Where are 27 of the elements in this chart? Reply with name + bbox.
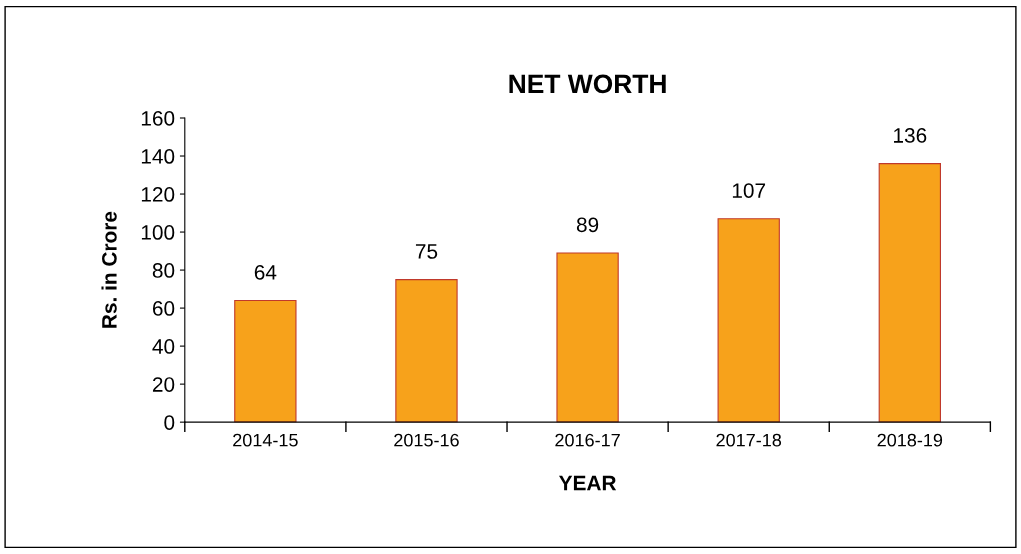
bar [234,299,297,423]
y-tick-label: 120 [141,187,175,202]
y-tick-label: 100 [141,225,175,240]
y-tick-label: 20 [152,377,175,392]
bar [395,279,458,423]
x-tick-label: 2014-15 [233,433,298,447]
y-tick-label: 40 [152,339,175,354]
chart-title: NET WORTH [509,74,666,94]
data-label: 75 [415,244,438,259]
data-label: 107 [732,183,766,198]
data-label: 89 [576,217,599,233]
x-axis-title: YEAR [559,475,617,491]
bar [878,163,941,423]
y-tick-label: 140 [141,149,175,164]
data-label: 64 [254,264,277,280]
data-label: 136 [894,128,927,143]
x-tick-label: 2017-18 [716,433,782,447]
bar [717,218,780,423]
bar [556,252,619,423]
x-tick-label: 2016-17 [555,433,620,447]
y-tick-label: 80 [152,263,175,278]
y-tick-label: 160 [141,111,175,126]
y-tick-label: 60 [152,301,175,316]
y-axis-title: Rs. in Crore [101,211,117,328]
x-tick-label: 2018-19 [877,433,943,447]
y-tick-label: 0 [164,415,175,430]
x-tick-label: 2015-16 [394,433,459,447]
